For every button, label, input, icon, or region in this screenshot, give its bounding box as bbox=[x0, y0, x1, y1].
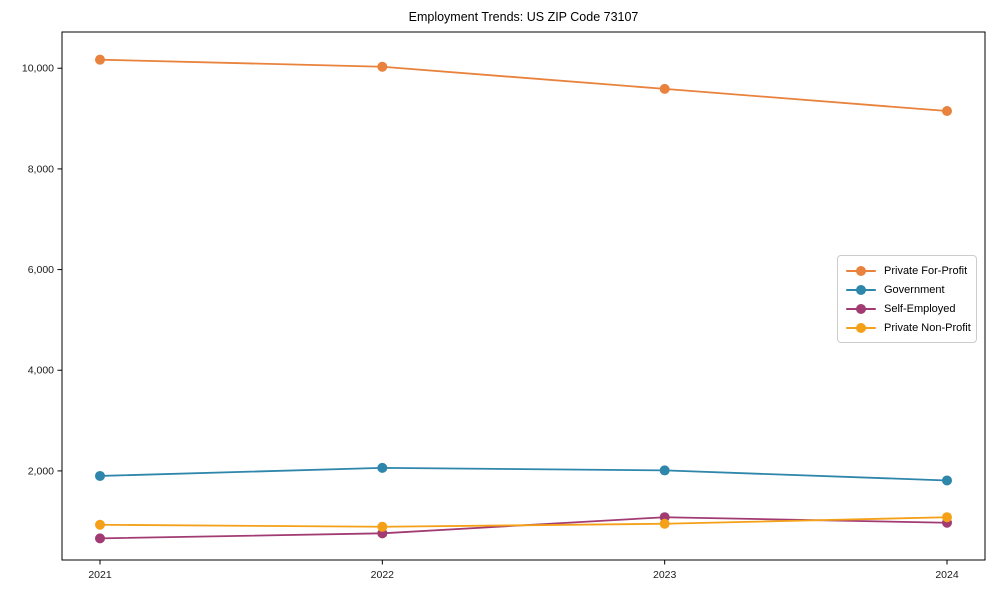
line-marker-icon bbox=[846, 265, 876, 277]
series-point-private-for-profit bbox=[95, 54, 105, 65]
y-tick-label: 8,000 bbox=[28, 163, 54, 175]
y-tick-label: 4,000 bbox=[28, 365, 54, 377]
line-marker-icon bbox=[846, 303, 876, 315]
legend: Private For-Profit Government Self-Emplo… bbox=[837, 255, 977, 343]
x-tick-label: 2022 bbox=[371, 569, 395, 581]
series-point-private-non-profit bbox=[377, 521, 388, 532]
x-tick-label: 2021 bbox=[88, 569, 112, 581]
x-tick-label: 2024 bbox=[935, 569, 959, 581]
legend-label: Government bbox=[884, 283, 945, 296]
legend-item-government: Government bbox=[846, 280, 968, 299]
y-tick-label: 2,000 bbox=[28, 465, 54, 477]
series-point-private-for-profit bbox=[377, 61, 388, 72]
y-tick-label: 6,000 bbox=[28, 264, 54, 276]
series-point-self-employed bbox=[95, 533, 105, 544]
series-point-government bbox=[942, 475, 952, 486]
plot-frame bbox=[61, 31, 986, 561]
legend-item-private-for-profit: Private For-Profit bbox=[846, 261, 968, 280]
chart-title: Employment Trends: US ZIP Code 73107 bbox=[408, 10, 639, 24]
series-line-private-for-profit bbox=[99, 58, 948, 112]
series-point-private-non-profit bbox=[659, 518, 670, 529]
legend-item-self-employed: Self-Employed bbox=[846, 299, 968, 318]
series-point-government bbox=[659, 465, 670, 476]
legend-label: Private For-Profit bbox=[884, 264, 968, 277]
series-point-government bbox=[95, 470, 105, 481]
series-point-private-for-profit bbox=[942, 106, 952, 117]
series-point-private-for-profit bbox=[659, 83, 670, 94]
line-marker-icon bbox=[846, 284, 876, 296]
series-line-private-non-profit bbox=[99, 516, 948, 528]
line-marker-icon bbox=[846, 322, 876, 334]
x-tick-label: 2023 bbox=[653, 569, 677, 581]
legend-label: Private Non-Profit bbox=[884, 321, 971, 334]
y-tick-label: 10,000 bbox=[22, 63, 54, 75]
series-point-private-non-profit bbox=[942, 512, 952, 523]
legend-item-private-non-profit: Private Non-Profit bbox=[846, 318, 971, 337]
series-line-government bbox=[99, 466, 948, 482]
series-point-government bbox=[377, 462, 388, 473]
series-point-private-non-profit bbox=[95, 519, 105, 530]
legend-label: Self-Employed bbox=[884, 302, 956, 315]
